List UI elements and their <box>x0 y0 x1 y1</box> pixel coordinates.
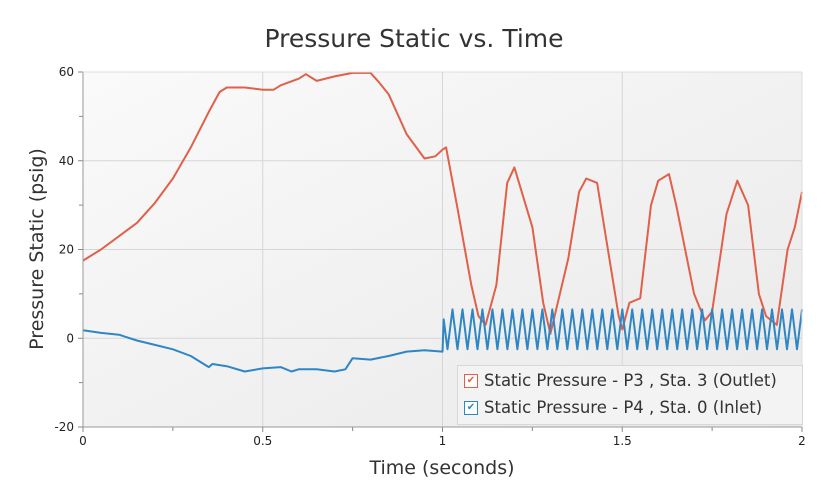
legend-item-outlet[interactable]: ✔ Static Pressure - P3 , Sta. 3 (Outlet) <box>458 368 802 393</box>
legend: ✔ Static Pressure - P3 , Sta. 3 (Outlet)… <box>457 365 803 425</box>
x-tick-label: 1.5 <box>613 434 632 448</box>
checkbox-checked-icon[interactable]: ✔ <box>464 373 478 388</box>
y-tick-label: 60 <box>59 65 74 79</box>
legend-label: Static Pressure - P4 , Sta. 0 (Inlet) <box>484 398 763 417</box>
chart-title: Pressure Static vs. Time <box>264 24 563 53</box>
y-tick-label: 20 <box>59 243 74 257</box>
x-tick-label: 0.5 <box>253 434 272 448</box>
x-tick-label: 1 <box>439 434 447 448</box>
x-axis-label: Time (seconds) <box>368 457 514 479</box>
series-line-inlet <box>82 308 803 373</box>
y-axis-label: Pressure Static (psig) <box>26 148 48 350</box>
legend-label: Static Pressure - P3 , Sta. 3 (Outlet) <box>484 371 777 390</box>
legend-item-inlet[interactable]: ✔ Static Pressure - P4 , Sta. 0 (Inlet) <box>458 395 802 420</box>
x-tick-label: 0 <box>79 434 87 448</box>
y-tick-label: 40 <box>59 154 74 168</box>
checkbox-checked-icon[interactable]: ✔ <box>464 400 478 415</box>
y-tick-label: 0 <box>66 331 74 345</box>
x-tick-label: 2 <box>798 434 806 448</box>
y-tick-label: -20 <box>54 420 74 434</box>
